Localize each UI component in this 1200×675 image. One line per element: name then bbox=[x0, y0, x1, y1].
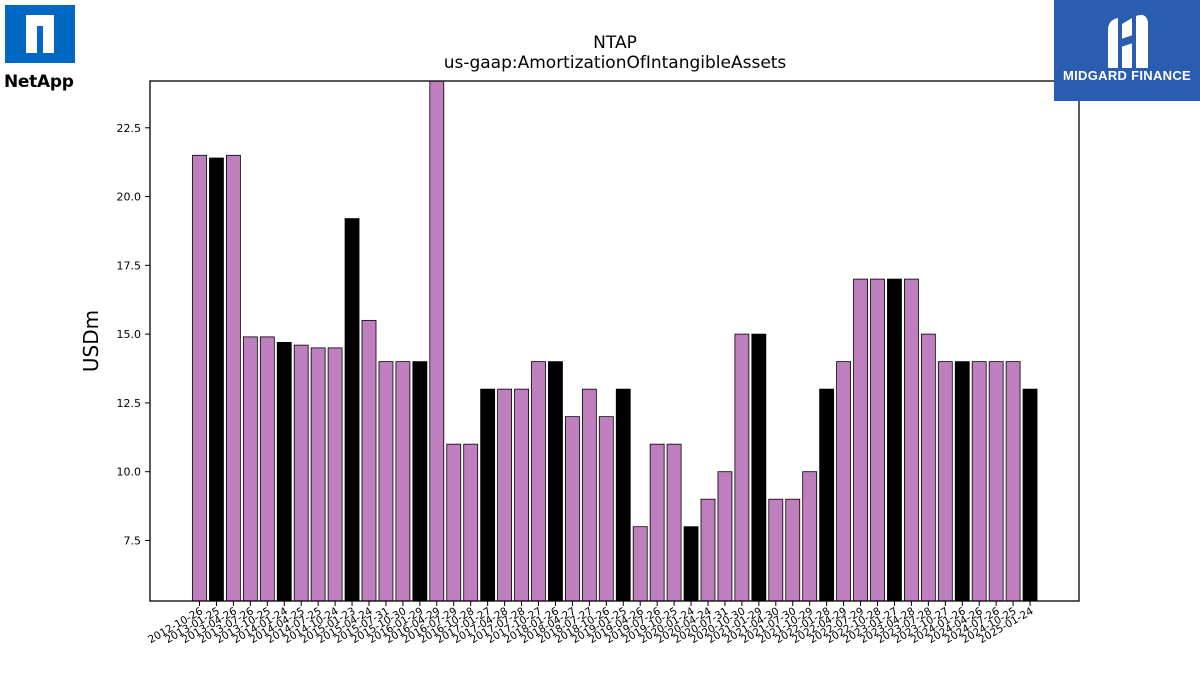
bar bbox=[395, 361, 411, 602]
bar bbox=[632, 526, 648, 602]
bar bbox=[327, 347, 343, 602]
chart-subtitle: us-gaap:AmortizationOfIntangibleAssets bbox=[444, 53, 787, 73]
bar bbox=[429, 80, 445, 602]
bar bbox=[1005, 361, 1021, 602]
bar bbox=[565, 416, 580, 602]
bar bbox=[276, 341, 292, 602]
bar bbox=[548, 361, 563, 602]
midgard-logo-icon bbox=[1108, 14, 1148, 68]
bar bbox=[497, 388, 513, 602]
bar bbox=[480, 388, 496, 602]
bar bbox=[463, 443, 479, 602]
y-tick-label: 12.5 bbox=[117, 397, 142, 410]
bar bbox=[531, 361, 546, 602]
y-tick-label: 15.0 bbox=[117, 328, 142, 341]
bar bbox=[802, 471, 818, 602]
bar bbox=[920, 333, 936, 602]
bar bbox=[615, 388, 631, 602]
netapp-logo-icon bbox=[5, 5, 75, 63]
plot-frame bbox=[149, 80, 1080, 602]
bar bbox=[649, 443, 665, 602]
netapp-logo-text: NetApp bbox=[4, 72, 74, 92]
bar bbox=[751, 333, 767, 602]
bar bbox=[310, 347, 326, 602]
bar bbox=[700, 498, 716, 602]
y-axis-label: USDm bbox=[79, 310, 103, 372]
y-tick-label: 10.0 bbox=[117, 466, 142, 479]
bar bbox=[904, 278, 919, 602]
bar bbox=[971, 361, 987, 602]
bar bbox=[768, 498, 784, 602]
midgard-logo: MIDGARD FINANCE bbox=[1054, 0, 1200, 101]
y-tick-label: 17.5 bbox=[117, 259, 142, 272]
midgard-logo-text: MIDGARD FINANCE bbox=[1063, 68, 1191, 83]
bar bbox=[1022, 388, 1038, 602]
bar bbox=[225, 154, 241, 602]
bar-series bbox=[192, 80, 1038, 602]
bar bbox=[259, 336, 275, 602]
y-tick-label: 7.5 bbox=[124, 534, 142, 547]
bar bbox=[683, 526, 699, 602]
bar bbox=[192, 154, 207, 602]
bar bbox=[293, 344, 309, 602]
bar bbox=[836, 361, 851, 602]
bar bbox=[412, 361, 428, 602]
y-tick-label: 22.5 bbox=[117, 122, 142, 135]
bar bbox=[988, 361, 1004, 602]
bar bbox=[887, 278, 902, 602]
bar bbox=[514, 388, 529, 602]
bar bbox=[242, 336, 258, 602]
bar bbox=[734, 333, 750, 602]
bar bbox=[361, 319, 377, 602]
bar bbox=[954, 361, 970, 602]
bar bbox=[870, 278, 885, 602]
bar bbox=[209, 157, 224, 602]
x-axis-ticks: 2012-10-262013-01-252013-04-262013-07-26… bbox=[146, 601, 1036, 646]
bar bbox=[853, 278, 868, 602]
bar bbox=[937, 361, 953, 602]
bar bbox=[666, 443, 682, 602]
chart-title: NTAP bbox=[593, 33, 637, 53]
bar bbox=[785, 498, 801, 602]
bar bbox=[344, 218, 360, 602]
bar bbox=[598, 416, 614, 602]
bar bbox=[819, 388, 835, 602]
bar bbox=[581, 388, 597, 602]
bar bbox=[446, 443, 462, 602]
netapp-logo: NetApp bbox=[4, 4, 84, 94]
bar bbox=[378, 361, 394, 602]
y-tick-label: 20.0 bbox=[117, 191, 142, 204]
y-axis-ticks: 7.5 10.0 12.5 15.0 17.5 20.0 22.5 bbox=[117, 122, 150, 547]
bar bbox=[717, 471, 733, 602]
